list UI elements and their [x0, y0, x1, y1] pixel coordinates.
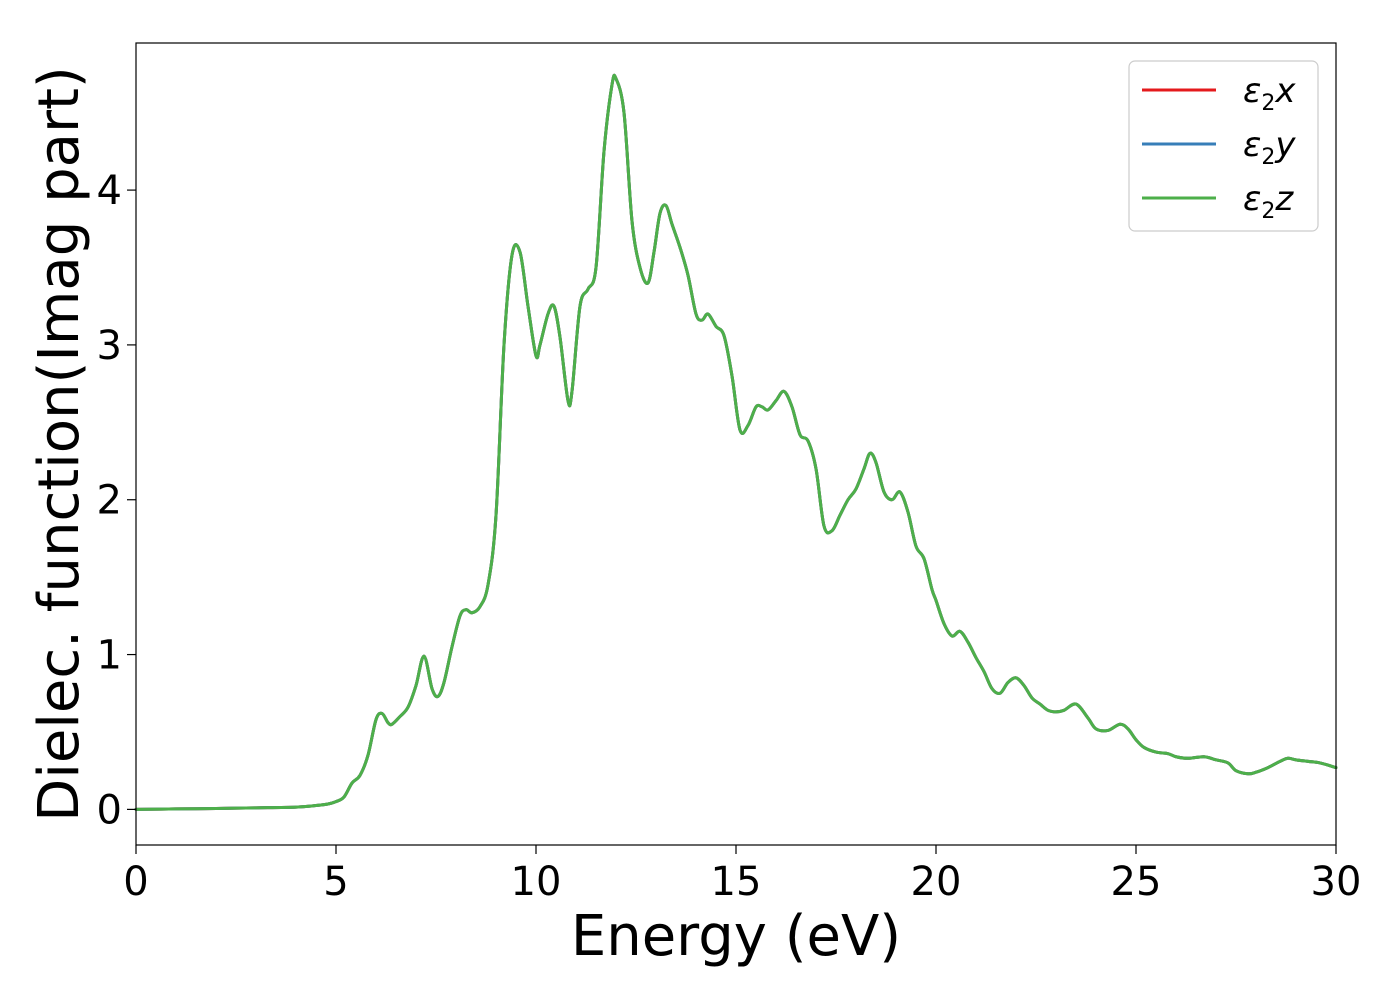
y-tick-label: 2	[97, 478, 122, 524]
x-tick-label: 5	[323, 859, 348, 905]
legend-label-axis: z	[1274, 179, 1294, 219]
legend-label-subscript: 2	[1261, 91, 1275, 116]
legend-label-2: ε2y	[1243, 125, 1296, 170]
legend-label-base: ε	[1243, 179, 1261, 219]
x-tick-label: 15	[711, 859, 762, 905]
y-axis-label: Dielec. function(Imag part)	[27, 66, 92, 822]
legend-box	[1128, 60, 1319, 232]
series-line-3	[134, 73, 1338, 811]
legend-label-base: ε	[1243, 125, 1261, 165]
y-tick-label: 4	[97, 168, 122, 214]
x-axis-label: Energy (eV)	[571, 904, 901, 969]
x-tick-label: 10	[511, 859, 562, 905]
x-tick-label: 20	[911, 859, 962, 905]
y-tick-label: 0	[97, 787, 122, 833]
y-axis-ticks: 0 1 2 3 4	[97, 168, 136, 833]
legend-label-axis: y	[1274, 125, 1296, 165]
x-tick-label: 25	[1111, 859, 1162, 905]
legend-label-axis: x	[1274, 71, 1296, 111]
y-tick-label: 1	[97, 633, 122, 679]
legend-label-1: ε2x	[1243, 71, 1296, 116]
legend-label-base: ε	[1243, 71, 1261, 111]
series-layer	[134, 73, 1338, 811]
x-axis-ticks: 0 5 10 15 20 25 30	[123, 845, 1361, 905]
legend-label-3: ε2z	[1243, 179, 1294, 224]
x-tick-label: 30	[1311, 859, 1362, 905]
x-tick-label: 0	[123, 859, 148, 905]
legend-label-subscript: 2	[1261, 199, 1275, 224]
y-tick-label: 3	[97, 323, 122, 369]
legend-label-subscript: 2	[1261, 145, 1275, 170]
